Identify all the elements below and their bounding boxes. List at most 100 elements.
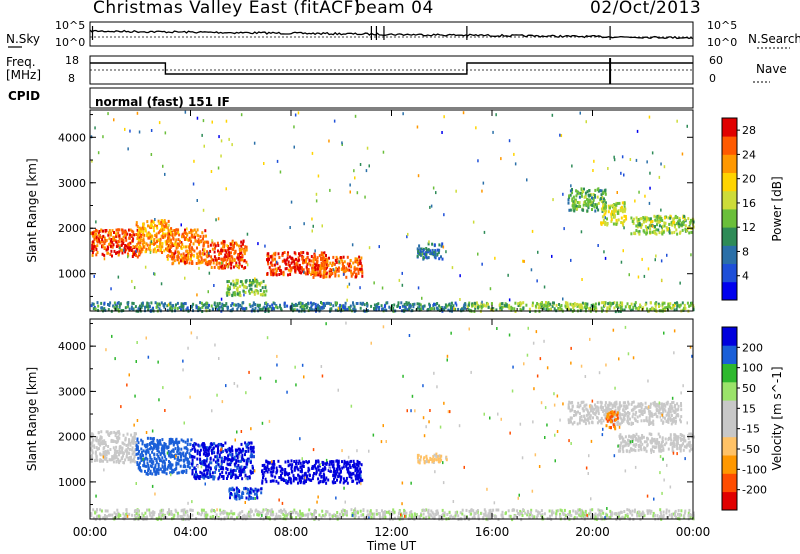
heatmap-cell	[171, 242, 174, 246]
heatmap-cell	[668, 222, 671, 226]
heatmap-cell	[125, 238, 128, 242]
heatmap-cell	[118, 240, 121, 244]
heatmap-cell	[115, 449, 118, 453]
heatmap-cell	[128, 248, 131, 252]
heatmap-cell	[231, 456, 234, 460]
heatmap-cell	[340, 257, 343, 261]
heatmap-cell	[202, 446, 205, 449]
heatmap-cell	[361, 274, 364, 278]
heatmap-cell	[128, 246, 131, 250]
heatmap-speckle	[651, 151, 654, 155]
heatmap-cell	[116, 251, 119, 254]
heatmap-cell	[142, 237, 145, 241]
heatmap-cell	[330, 460, 333, 463]
heatmap-cell	[256, 304, 259, 308]
heatmap-cell	[140, 515, 143, 519]
heatmap-speckle	[513, 152, 515, 156]
heatmap-cell	[473, 516, 476, 520]
colorbar-tick-label: 20	[742, 173, 756, 186]
heatmap-speckle	[332, 268, 335, 272]
heatmap-cell	[186, 306, 189, 310]
heatmap-cell	[308, 460, 310, 464]
heatmap-cell	[436, 248, 439, 252]
heatmap-cell	[224, 441, 227, 445]
heatmap-cell	[219, 472, 222, 476]
heatmap-cell	[204, 454, 207, 457]
heatmap-speckle	[641, 257, 643, 261]
heatmap-cell	[604, 203, 607, 207]
heatmap-speckle	[149, 250, 152, 254]
heatmap-cell	[471, 516, 474, 520]
heatmap-speckle	[365, 169, 368, 173]
heatmap-cell	[248, 441, 250, 445]
heatmap-cell	[128, 243, 131, 247]
heatmap-cell	[619, 209, 622, 213]
heatmap-cell	[355, 302, 358, 305]
heatmap-cell	[648, 230, 651, 234]
heatmap-cell	[102, 244, 105, 248]
heatmap-cell	[171, 438, 174, 442]
heatmap-cell	[350, 472, 353, 476]
heatmap-cell	[240, 465, 243, 469]
heatmap-cell	[188, 462, 191, 465]
heatmap-cell	[248, 303, 251, 307]
heatmap-cell	[348, 473, 351, 477]
heatmap-cell	[373, 303, 376, 307]
heatmap-cell	[147, 469, 150, 473]
heatmap-cell	[641, 307, 643, 311]
heatmap-cell	[193, 445, 196, 449]
heatmap-cell	[623, 209, 626, 213]
heatmap-cell	[190, 258, 192, 262]
heatmap-cell	[639, 217, 642, 221]
heatmap-cell	[120, 244, 123, 247]
heatmap-cell	[118, 453, 120, 457]
heatmap-cell	[251, 290, 253, 294]
heatmap-cell	[434, 253, 437, 256]
heatmap-cell	[99, 235, 102, 239]
heatmap-cell	[131, 436, 134, 440]
heatmap-cell	[307, 477, 310, 481]
heatmap-cell	[641, 510, 644, 514]
heatmap-speckle	[459, 274, 461, 278]
heatmap-cell	[290, 465, 293, 469]
heatmap-cell	[138, 307, 140, 311]
heatmap-cell	[160, 220, 163, 224]
heatmap-cell	[311, 466, 314, 470]
heatmap-cell	[302, 268, 305, 272]
heatmap-cell	[284, 468, 287, 471]
heatmap-cell	[348, 262, 351, 266]
heatmap-cell	[487, 305, 490, 309]
heatmap-cell	[158, 516, 161, 520]
colorbar-segment	[722, 190, 737, 210]
heatmap-cell	[160, 225, 163, 229]
heatmap-cell	[670, 306, 673, 310]
heatmap-cell	[621, 205, 623, 209]
heatmap-cell	[138, 513, 141, 517]
heatmap-cell	[594, 209, 597, 213]
heatmap-cell	[580, 304, 583, 308]
heatmap-cell	[334, 259, 337, 262]
heatmap-cell	[133, 432, 136, 435]
heatmap-speckle	[294, 113, 297, 117]
heatmap-cell	[510, 308, 513, 312]
heatmap-cell	[191, 508, 194, 512]
heatmap-cell	[576, 302, 578, 306]
heatmap-cell	[602, 190, 605, 194]
heatmap-speckle	[593, 159, 595, 163]
heatmap-cell	[547, 308, 550, 312]
heatmap-cell	[214, 258, 217, 262]
heatmap-cell	[103, 236, 106, 240]
heatmap-cell	[166, 467, 169, 471]
heatmap-cell	[116, 301, 119, 305]
heatmap-speckle	[95, 220, 97, 224]
heatmap-cell	[600, 193, 603, 197]
heatmap-cell	[313, 512, 316, 515]
heatmap-cell	[236, 281, 239, 285]
heatmap-cell	[592, 514, 595, 518]
heatmap-cell	[602, 221, 605, 225]
heatmap-cell	[174, 232, 177, 236]
heatmap-cell	[127, 443, 130, 447]
heatmap-cell	[100, 436, 103, 440]
heatmap-cell	[138, 226, 141, 230]
heatmap-cell	[649, 308, 652, 311]
